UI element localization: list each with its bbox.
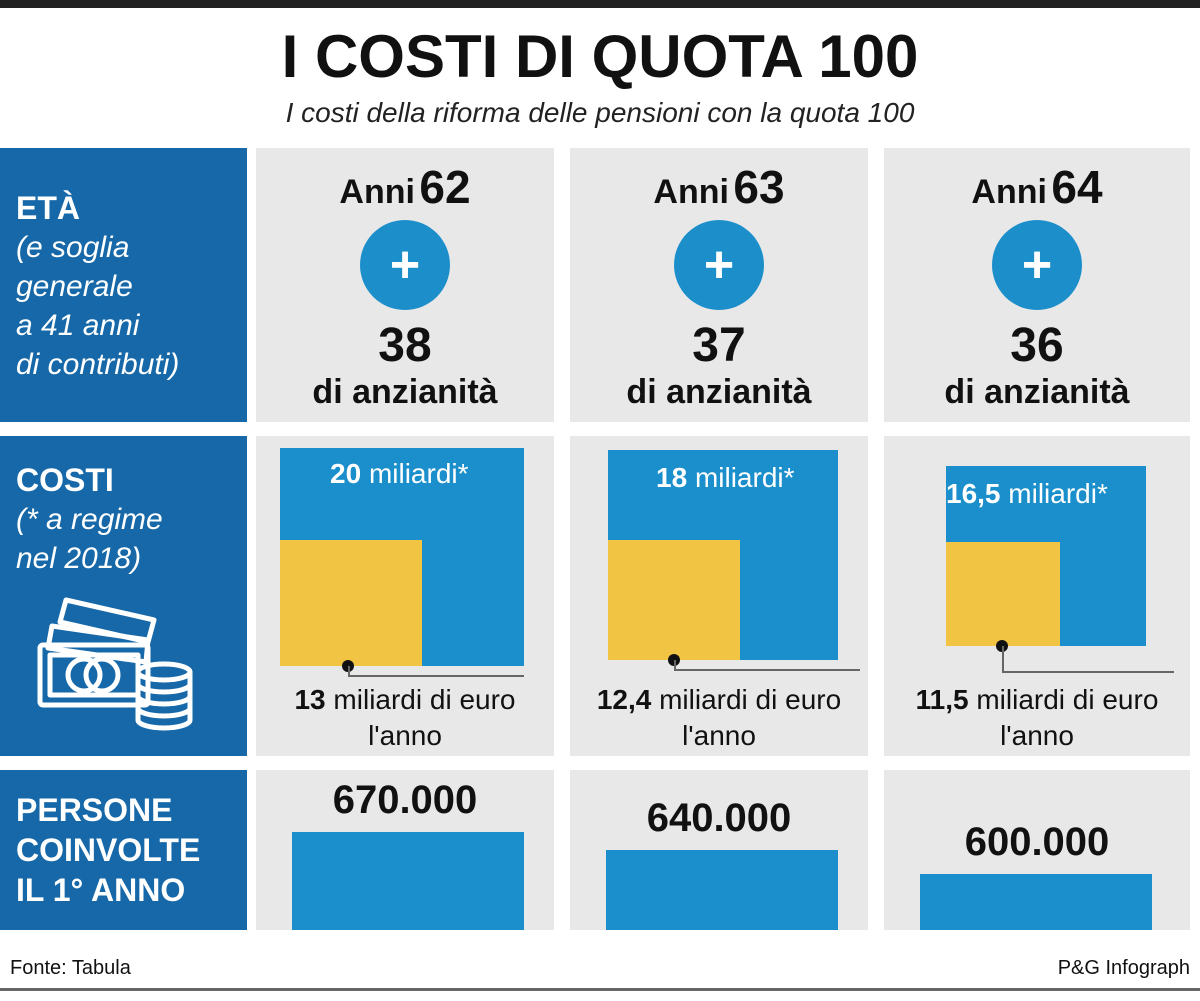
- plus-icon: +: [674, 220, 764, 310]
- cost-total-label: 16,5 miliardi*: [946, 478, 1108, 509]
- age-word: Anni: [653, 173, 729, 211]
- years-contrib: 36: [1010, 319, 1064, 372]
- people-count: 670.000: [332, 778, 478, 822]
- people-count: 600.000: [964, 820, 1110, 864]
- top-rule: [0, 0, 1200, 8]
- cost-total-label: 20 miliardi*: [330, 458, 469, 489]
- banknotes-coins-icon: [37, 597, 193, 731]
- cost-annual-label: 11,5 miliardi di euro l'anno: [915, 684, 1159, 751]
- people-bar: [920, 874, 1152, 930]
- years-label: di anzianità: [312, 373, 498, 411]
- label-eta: ETÀ (e soglia generale a 41 anni di cont…: [0, 148, 247, 422]
- age-heading: Anni 63: [570, 160, 868, 214]
- age-word: Anni: [971, 173, 1047, 211]
- page-subtitle: I costi della riforma delle pensioni con…: [285, 97, 915, 128]
- callout-line: [1002, 646, 1004, 672]
- source-note: Fonte: Tabula: [10, 957, 131, 979]
- cost-total-label: 18 miliardi*: [656, 462, 795, 493]
- age-word: Anni: [339, 173, 415, 211]
- cost-annual-label: 12,4 miliardi di euro l'anno: [596, 684, 842, 751]
- cost-annual-bar: [280, 540, 422, 666]
- costi-cell-64: 16,5 miliardi* 11,5 miliardi di euro l'an…: [884, 436, 1190, 756]
- eta-cell-63: Anni 63 + 37 di anzianità: [570, 148, 868, 422]
- label-persone: PERSONE COINVOLTE IL 1° ANNO: [0, 770, 247, 930]
- age-number: 62: [419, 161, 471, 213]
- callout-line: [348, 675, 524, 677]
- people-bar: [606, 850, 838, 930]
- plus-icon: +: [992, 220, 1082, 310]
- age-heading: Anni 62: [256, 160, 554, 214]
- cost-annual-label: 13 miliardi di euro l'anno: [294, 684, 516, 751]
- callout-line: [348, 666, 350, 676]
- persone-cell-63: 640.000: [570, 770, 868, 930]
- bottom-rule: [0, 988, 1200, 991]
- label-eta-sub-3: a 41 anni: [16, 309, 140, 342]
- label-persone-line-2: COINVOLTE: [16, 832, 201, 868]
- label-costi-sub-2: nel 2018): [16, 542, 142, 575]
- cost-annual-bar: [946, 542, 1060, 646]
- years-contrib: 37: [692, 319, 746, 372]
- years-label: di anzianità: [944, 373, 1130, 411]
- costi-cell-63: 18 miliardi* 12,4 miliardi di euro l'anno: [570, 436, 868, 756]
- age-number: 64: [1051, 161, 1103, 213]
- age-heading: Anni 64: [884, 160, 1190, 214]
- callout-line: [674, 660, 676, 670]
- costi-cell-62: 20 miliardi* 13 miliardi di euro l'anno: [256, 436, 554, 756]
- eta-cell-64: Anni 64 + 36 di anzianità: [884, 148, 1190, 422]
- years-label: di anzianità: [626, 373, 812, 411]
- label-eta-head: ETÀ: [16, 190, 80, 226]
- age-number: 63: [733, 161, 785, 213]
- label-persone-line-1: PERSONE: [16, 792, 173, 828]
- label-eta-sub-2: generale: [16, 270, 133, 303]
- label-eta-sub-1: (e soglia: [16, 231, 130, 264]
- callout-line: [674, 669, 860, 671]
- eta-cell-62: Anni 62 + 38 di anzianità: [256, 148, 554, 422]
- persone-cell-64: 600.000: [884, 770, 1190, 930]
- label-eta-sub-4: di contributi): [16, 348, 180, 381]
- plus-icon: +: [360, 220, 450, 310]
- callout-line: [1002, 671, 1174, 673]
- label-persone-line-3: IL 1° ANNO: [16, 872, 186, 908]
- label-costi-sub-1: (* a regime: [16, 503, 163, 536]
- people-count: 640.000: [646, 796, 792, 840]
- years-contrib: 38: [378, 319, 432, 372]
- cost-annual-bar: [608, 540, 740, 660]
- persone-cell-62: 670.000: [256, 770, 554, 930]
- page-title: I COSTI DI QUOTA 100: [281, 23, 919, 90]
- credit-note: P&G Infograph: [1057, 957, 1190, 979]
- people-bar: [292, 832, 524, 930]
- label-costi-head: COSTI: [16, 462, 114, 498]
